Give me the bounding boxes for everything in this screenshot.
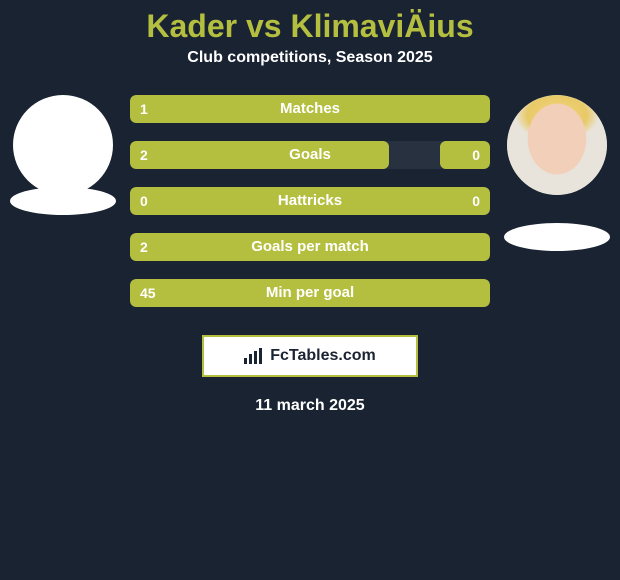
player-right-club-badge bbox=[504, 223, 610, 251]
brand-text: FcTables.com bbox=[270, 347, 376, 365]
page-subtitle: Club competitions, Season 2025 bbox=[0, 49, 620, 95]
bars-icon bbox=[244, 348, 264, 364]
player-right-face bbox=[507, 95, 607, 195]
stat-row: 2Goals per match bbox=[130, 233, 490, 261]
player-right-column bbox=[502, 95, 612, 251]
stat-row: 00Hattricks bbox=[130, 187, 490, 215]
brand-badge[interactable]: FcTables.com bbox=[202, 335, 418, 377]
stat-label: Hattricks bbox=[130, 187, 490, 215]
player-left-club-badge bbox=[10, 187, 116, 215]
player-left-avatar bbox=[13, 95, 113, 195]
stat-label: Goals per match bbox=[130, 233, 490, 261]
stat-row: 1Matches bbox=[130, 95, 490, 123]
stat-label: Goals bbox=[130, 141, 490, 169]
player-right-avatar bbox=[507, 95, 607, 195]
stat-label: Min per goal bbox=[130, 279, 490, 307]
stat-row: 45Min per goal bbox=[130, 279, 490, 307]
player-left-column bbox=[8, 95, 118, 215]
stat-label: Matches bbox=[130, 95, 490, 123]
page-title: Kader vs KlimaviÄius bbox=[0, 0, 620, 49]
footer-date: 11 march 2025 bbox=[0, 397, 620, 415]
stat-row: 20Goals bbox=[130, 141, 490, 169]
stat-bars: 1Matches 20Goals 00Hattricks 2Goals per mat… bbox=[130, 95, 490, 307]
